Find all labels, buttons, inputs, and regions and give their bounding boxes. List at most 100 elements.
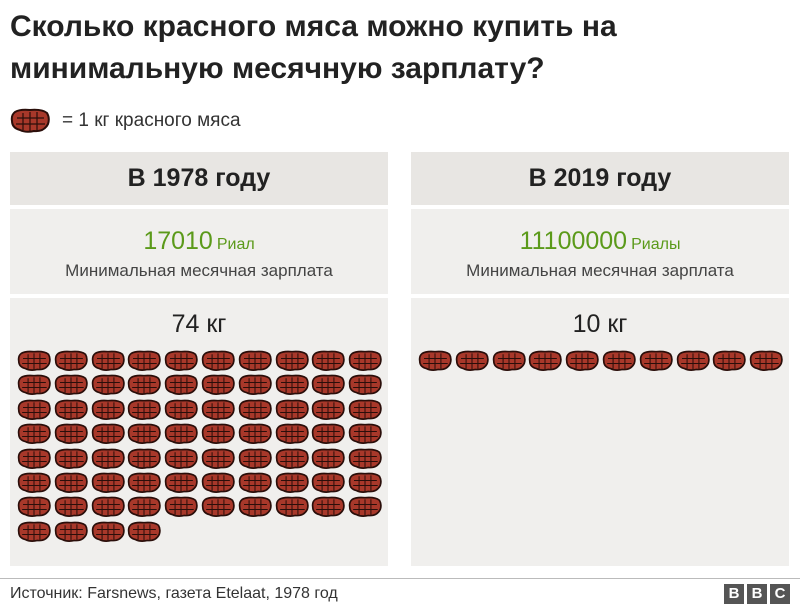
wage-label: Минимальная месячная зарплата	[466, 261, 734, 280]
steak-mark	[91, 472, 125, 493]
steak-mark	[128, 423, 162, 445]
steak-mark	[54, 350, 88, 371]
steak-mark	[91, 350, 125, 371]
steak-mark	[201, 399, 235, 420]
bbc-logo: B B C	[724, 584, 790, 604]
steak-mark	[348, 350, 382, 371]
steak-mark	[312, 399, 346, 420]
steak-mark	[91, 375, 125, 396]
steak-mark	[201, 375, 235, 396]
steak-mark	[128, 448, 162, 469]
bbc-logo-letter: B	[747, 584, 767, 604]
wage-box: 11100000 Риалы Минимальная месячная зарпл…	[411, 209, 789, 294]
steak-mark	[713, 350, 747, 371]
kg-label: 10 кг	[572, 310, 628, 338]
steak-mark	[639, 350, 673, 371]
steak-mark	[275, 423, 309, 445]
steak-mark	[128, 472, 162, 493]
steak-mark	[238, 497, 272, 518]
footer-divider	[0, 578, 800, 579]
steak-mark	[54, 375, 88, 396]
steak-mark	[128, 375, 162, 396]
steak-mark	[17, 472, 51, 493]
steak-mark	[455, 350, 489, 371]
wage-unit: Риал	[216, 236, 255, 253]
steak-mark	[164, 423, 198, 445]
steak-mark	[164, 375, 198, 396]
steak-mark	[54, 472, 88, 493]
steak-mark	[17, 448, 51, 469]
panel-header: В 1978 году	[10, 152, 388, 205]
bbc-logo-letter: B	[724, 584, 744, 604]
steak-mark	[238, 448, 272, 469]
steak-mark	[54, 399, 88, 420]
source-text: Источник: Farsnews, газета Etelaat, 1978…	[10, 585, 338, 602]
steak-mark	[128, 399, 162, 420]
steak-mark	[164, 399, 198, 420]
steak-mark	[201, 350, 235, 371]
steak-mark	[164, 497, 198, 518]
chart-title: Сколько красного мяса можно купить на ми…	[10, 10, 617, 85]
steak-mark	[17, 350, 51, 371]
legend: = 1 кг красного мяса	[10, 106, 241, 136]
kg-label: 74 кг	[171, 310, 227, 338]
steak-mark	[749, 350, 783, 371]
steak-mark	[676, 350, 710, 371]
steak-mark	[348, 423, 382, 445]
steak-mark	[128, 497, 162, 518]
steak-mark	[275, 497, 309, 518]
steak-mark	[91, 423, 125, 445]
steak-mark	[17, 399, 51, 420]
steak-mark	[91, 521, 125, 542]
steak-mark	[238, 350, 272, 371]
steak-mark	[312, 350, 346, 371]
steak-mark	[201, 472, 235, 493]
steak-mark	[17, 497, 51, 518]
wage-box: 17010 Риал Минимальная месячная зарплата	[10, 209, 388, 294]
steak-mark	[238, 375, 272, 396]
wage-amount: 17010	[143, 227, 213, 255]
steak-mark	[348, 399, 382, 420]
meat-box: 74 кг	[10, 298, 388, 566]
steak-mark	[17, 521, 51, 542]
legend-text: = 1 кг красного мяса	[62, 110, 241, 131]
steak-mark	[602, 350, 636, 371]
steak-mark	[91, 448, 125, 469]
steak-mark	[17, 375, 51, 396]
steak-mark	[418, 350, 452, 371]
steak-mark	[312, 497, 346, 518]
steak-mark	[348, 472, 382, 493]
steak-mark	[348, 497, 382, 518]
steak-mark	[312, 448, 346, 469]
bbc-logo-letter: C	[770, 584, 790, 604]
steak-icon	[10, 108, 50, 133]
steak-mark	[348, 448, 382, 469]
steak-mark	[54, 448, 88, 469]
steak-mark	[17, 423, 51, 445]
steak-mark	[275, 375, 309, 396]
steak-mark	[54, 423, 88, 445]
steak-mark	[312, 423, 346, 445]
steak-mark	[275, 350, 309, 371]
steak-mark	[201, 423, 235, 445]
steak-mark	[54, 521, 88, 542]
steak-mark	[529, 350, 563, 371]
steak-mark	[128, 350, 162, 371]
steak-mark	[312, 472, 346, 493]
steak-mark	[275, 472, 309, 493]
steak-mark	[238, 399, 272, 420]
wage-label: Минимальная месячная зарплата	[65, 261, 333, 280]
steak-mark	[312, 375, 346, 396]
steak-mark	[128, 521, 162, 542]
wage-amount: 11100000	[519, 227, 628, 255]
steak-mark	[164, 448, 198, 469]
steak-mark	[91, 399, 125, 420]
steak-mark	[164, 472, 198, 493]
panel-header: В 2019 году	[411, 152, 789, 205]
wage-unit: Риалы	[631, 236, 681, 253]
steak-mark	[348, 375, 382, 396]
steak-mark	[238, 472, 272, 493]
steak-mark	[492, 350, 526, 371]
steak-mark	[164, 350, 198, 371]
steak-mark	[201, 448, 235, 469]
